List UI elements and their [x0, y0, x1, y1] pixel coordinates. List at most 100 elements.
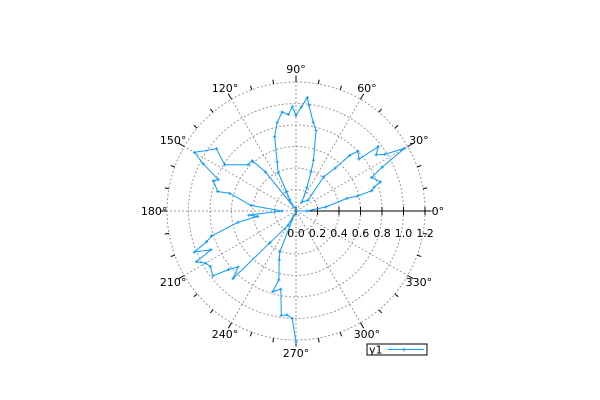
- data-point: [292, 205, 296, 209]
- data-point: [294, 113, 298, 117]
- theta-tick: [360, 322, 365, 329]
- theta-label-30: 30°: [409, 134, 429, 147]
- data-point: [249, 203, 253, 207]
- theta-tick: [360, 93, 365, 100]
- data-point: [294, 209, 298, 213]
- theta-tick: [209, 108, 214, 113]
- data-point: [403, 146, 407, 150]
- theta-tick: [317, 337, 320, 343]
- data-point: [300, 200, 304, 204]
- theta-tick: [209, 309, 214, 314]
- theta-tick: [170, 164, 175, 168]
- data-point: [277, 278, 281, 282]
- data-point: [236, 220, 240, 224]
- data-point: [250, 159, 254, 163]
- grid-spoke: [295, 210, 361, 323]
- data-point: [280, 110, 284, 114]
- theta-tick: [407, 275, 414, 280]
- data-point: [370, 175, 374, 179]
- data-point: [305, 186, 309, 190]
- theta-tick: [178, 275, 185, 280]
- data-point: [273, 135, 277, 139]
- r-label-3: 0.6: [352, 227, 370, 240]
- data-point: [322, 175, 326, 179]
- data-point: [280, 209, 284, 213]
- theta-tick: [339, 332, 343, 337]
- data-point: [286, 113, 290, 117]
- r-label-4: 0.8: [373, 227, 391, 240]
- theta-tick: [178, 142, 185, 147]
- r-label-2: 0.4: [330, 227, 348, 240]
- data-point: [305, 96, 309, 100]
- data-point: [276, 171, 280, 175]
- data-point: [356, 149, 360, 153]
- data-point: [294, 340, 298, 344]
- series-y1: [192, 96, 407, 344]
- theta-label-210: 210°: [160, 276, 187, 289]
- data-point: [193, 150, 197, 154]
- tick-labels: 0° 30° 60° 90° 120° 150° 180° 210° 240° …: [141, 63, 444, 360]
- theta-tick: [417, 254, 422, 258]
- theta-tick: [164, 187, 170, 190]
- data-point: [275, 160, 279, 164]
- grid-spoke: [231, 210, 297, 323]
- data-point: [372, 185, 376, 189]
- theta-tick: [227, 93, 232, 100]
- data-point: [378, 180, 382, 184]
- data-point: [268, 241, 272, 245]
- data-point: [357, 157, 361, 161]
- data-point: [290, 105, 294, 109]
- grid-spoke: [295, 146, 408, 212]
- data-point: [324, 205, 328, 209]
- data-point: [194, 260, 198, 264]
- data-point: [205, 240, 209, 244]
- data-point: [307, 103, 311, 107]
- grid-spoke: [295, 99, 361, 212]
- data-point: [211, 274, 215, 278]
- data-point: [376, 145, 380, 149]
- data-point: [279, 313, 283, 317]
- data-point: [231, 277, 235, 281]
- data-point: [256, 214, 260, 218]
- theta-tick: [378, 108, 383, 113]
- theta-tick: [378, 309, 383, 314]
- data-point: [286, 223, 290, 227]
- data-point: [380, 165, 384, 169]
- data-point: [299, 105, 303, 109]
- data-point: [278, 250, 282, 254]
- data-point: [314, 129, 318, 133]
- theta-tick: [227, 322, 232, 329]
- data-point: [383, 152, 387, 156]
- theta-tick: [272, 337, 275, 343]
- data-point: [285, 313, 289, 317]
- data-point: [216, 178, 220, 182]
- data-point: [277, 258, 281, 262]
- grid-spoke: [184, 146, 297, 212]
- theta-tick: [193, 124, 198, 129]
- grid-spoke: [231, 99, 297, 212]
- data-point: [223, 163, 227, 167]
- data-point: [227, 268, 231, 272]
- theta-label-180: 180°: [141, 205, 168, 218]
- data-point: [279, 287, 283, 291]
- theta-label-240: 240°: [212, 328, 239, 341]
- data-point: [228, 191, 232, 195]
- data-point: [209, 234, 213, 238]
- data-point: [247, 213, 251, 217]
- theta-label-150: 150°: [160, 134, 187, 147]
- data-point: [333, 166, 337, 170]
- data-point: [275, 121, 279, 125]
- theta-tick: [339, 85, 343, 90]
- data-point: [192, 250, 196, 254]
- legend-marker: [402, 347, 406, 352]
- theta-tick: [164, 232, 170, 235]
- theta-tick: [249, 332, 253, 337]
- theta-tick: [249, 85, 253, 90]
- theta-tick: [394, 293, 399, 298]
- theta-tick: [417, 164, 422, 168]
- data-point: [288, 198, 292, 202]
- grid-spoke: [184, 210, 297, 276]
- theta-label-270: 270°: [283, 347, 310, 360]
- axes: [160, 75, 432, 347]
